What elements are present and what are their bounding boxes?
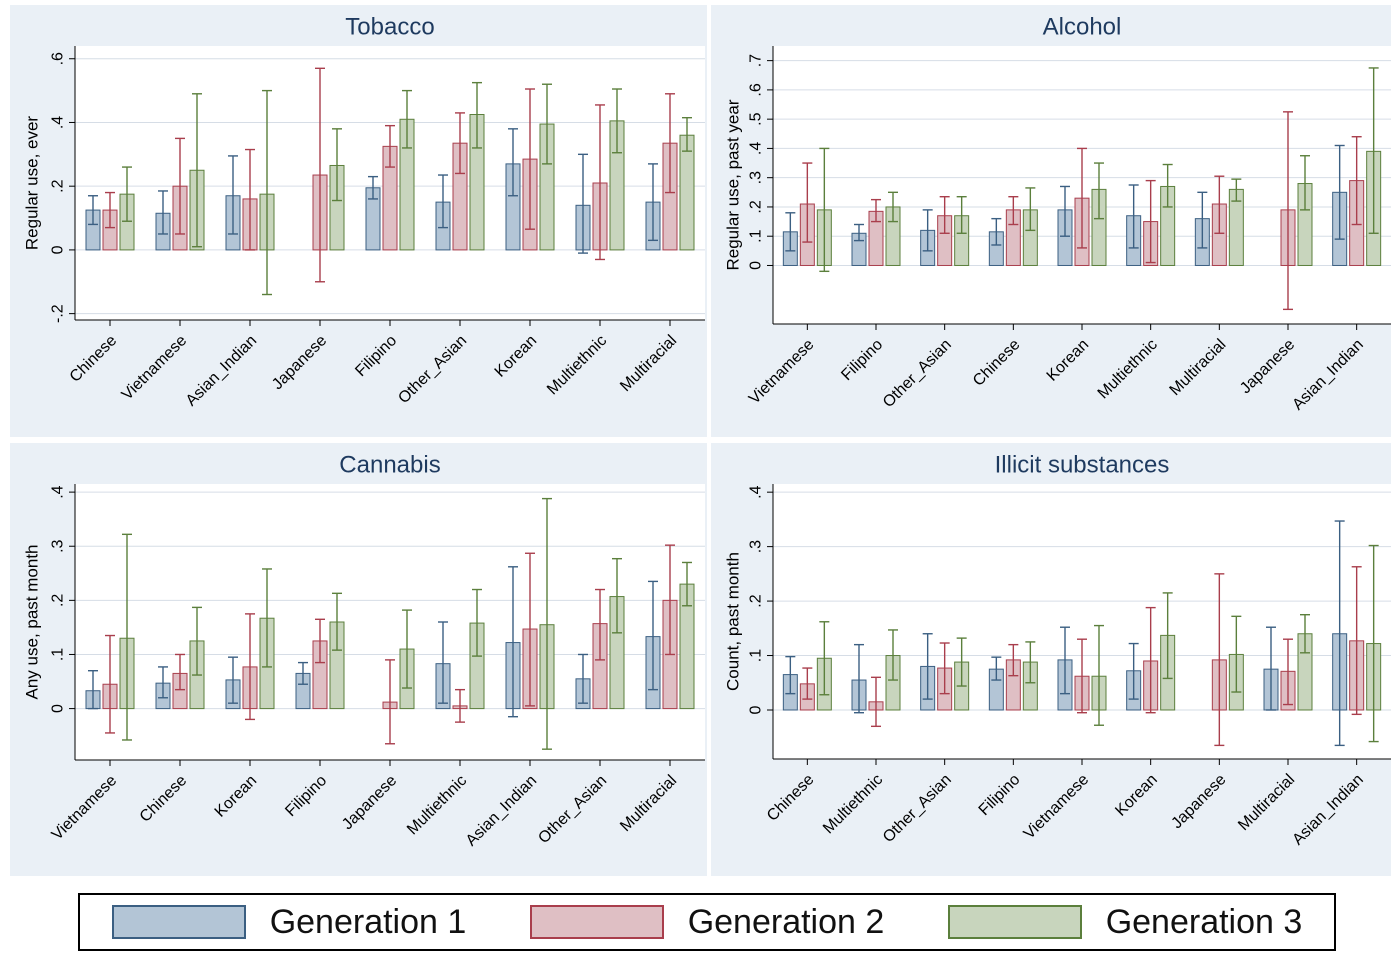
plot-area (773, 484, 1391, 759)
y-tick-label: .4 (748, 142, 765, 155)
y-tick-label: .4 (50, 116, 67, 129)
y-axis-label: Regular use, ever (23, 116, 42, 251)
y-axis-label: Regular use, past year (724, 99, 743, 270)
y-tick-label: .3 (748, 171, 765, 184)
y-tick-label: 0 (748, 261, 765, 270)
panel-alcohol: 0 .1 .2 .3 .4 .5 .6 .7 Regular use, past year Alc… (711, 5, 1391, 437)
legend-item-generation-1: Generation 1 (111, 902, 467, 942)
legend-swatch-generation-1 (111, 905, 246, 939)
y-tick-label: .4 (50, 485, 67, 498)
y-tick-label: 0 (50, 245, 67, 254)
panel-title: Alcohol (1043, 14, 1122, 41)
y-axis-label: Count, past month (724, 552, 743, 691)
y-tick-label: .3 (748, 540, 765, 553)
legend-item-generation-3: Generation 3 (947, 902, 1303, 942)
legend: Generation 1 Generation 2 Generation 3 (78, 893, 1336, 951)
y-tick-label: 0 (50, 704, 67, 713)
legend-swatch-generation-2 (529, 905, 664, 939)
y-tick-label: .1 (748, 229, 765, 242)
y-tick-label: .2 (50, 179, 67, 192)
y-tick-label: -.2 (50, 304, 67, 323)
legend-swatch-generation-3 (947, 905, 1082, 939)
y-tick-label: .1 (748, 649, 765, 662)
legend-label-generation-3: Generation 3 (1105, 902, 1303, 941)
y-tick-label: .6 (50, 52, 67, 65)
y-tick-label: .5 (748, 112, 765, 125)
panel-title: Illicit substances (995, 452, 1170, 479)
y-tick-label: .4 (748, 485, 765, 498)
legend-item-generation-2: Generation 2 (529, 902, 885, 942)
bar-multiracial-gen3 (679, 134, 695, 251)
legend-label-generation-1: Generation 1 (269, 902, 467, 941)
legend-label-generation-2: Generation 2 (687, 902, 885, 941)
panel-illicit-substances: 0 .1 .2 .3 .4 Count, past month Illicit substa… (711, 443, 1391, 876)
y-axis-label: Any use, past month (23, 545, 42, 700)
y-tick-label: .1 (50, 648, 67, 661)
y-tick-label: .3 (50, 539, 67, 552)
y-tick-label: .2 (748, 200, 765, 213)
y-tick-label: 0 (748, 705, 765, 714)
y-tick-label: .2 (50, 594, 67, 607)
y-tick-label: .2 (748, 594, 765, 607)
panel-title: Tobacco (345, 14, 434, 41)
y-tick-label: .6 (748, 83, 765, 96)
panel-title: Cannabis (339, 452, 440, 479)
y-tick-label: .7 (748, 54, 765, 67)
